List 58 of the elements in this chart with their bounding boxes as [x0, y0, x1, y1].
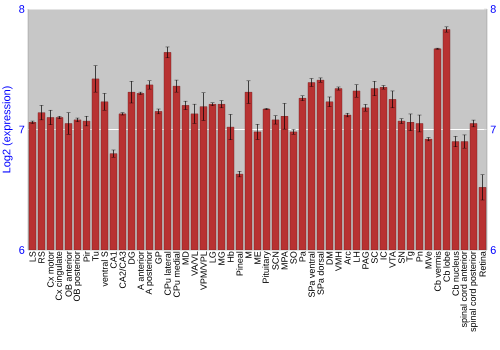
x-tick-label: ventral S [101, 252, 108, 287]
y2-tick-label: 7 [490, 126, 496, 134]
x-tick-label: Pn [416, 252, 423, 262]
x-tick-label: A posterior [145, 251, 154, 295]
x-tick-label: Pir [83, 251, 90, 262]
x-tick-label: MG [218, 252, 225, 265]
y-tick-label: 6 [19, 246, 24, 254]
x-tick-label: A anterior [137, 251, 144, 290]
x-tick-label: VA/VL [191, 251, 198, 276]
x-tick-label: Cx cingulate [55, 252, 64, 300]
x-tick-label: Cb lobe [443, 252, 450, 282]
x-tick-label: ME [254, 252, 261, 264]
x-tick-label: CPu medial [173, 252, 180, 298]
x-tick-label: MPA [281, 251, 288, 270]
x-tick-label: LH [353, 252, 360, 262]
x-tick-label: DG [128, 252, 135, 264]
x-tick-label: Cx motor [47, 251, 54, 288]
x-tick-label: SCN [272, 252, 279, 270]
x-tick-label: SO [290, 252, 297, 264]
x-tick-label: VPM/VPL [200, 251, 207, 290]
x-tick-label: MVe [425, 252, 432, 268]
x-tick-label: SPa ventral [308, 252, 315, 298]
x-tick-label: CA1 [110, 252, 117, 268]
x-tick-label: DM [326, 252, 333, 264]
x-tick-label: LS [29, 252, 36, 262]
x-tick-label: VMH [335, 252, 342, 272]
y-axis-title: Log2 (expression) [2, 86, 13, 172]
x-tick-label: Retina [479, 251, 486, 276]
x-tick-label: Hb [227, 252, 234, 262]
x-tick-label: M [245, 252, 252, 258]
x-tick-label: SPa dorsal [317, 252, 324, 295]
x-tick-label: Pituitary [262, 251, 271, 283]
x-tick-label: OB anterior [65, 251, 72, 297]
x-tick-label: VTA [389, 251, 396, 268]
x-tick-label: Arc [344, 251, 351, 265]
x-tick-label: Cb vermis [434, 252, 441, 292]
x-tick-label: MD [182, 252, 189, 264]
x-tick-label: CPu lateral [164, 252, 171, 296]
y-tick-label: 7 [19, 126, 24, 134]
x-tick-label: OB posterior [73, 251, 82, 302]
x-tick-label: IC [380, 252, 387, 260]
y-tick-label: 8 [19, 5, 24, 13]
x-tick-label: Cb nucleus [452, 252, 459, 296]
x-tick-label: SN [398, 252, 405, 264]
x-tick-label: RS [38, 252, 45, 263]
y2-tick-label: 6 [490, 246, 496, 254]
x-tick-label: CA2/CA3 [119, 252, 126, 288]
x-tick-label: spinal cord anterior [460, 251, 469, 328]
x-tick-label: Tg [406, 252, 415, 262]
x-tick-label: Pa [299, 251, 306, 262]
x-tick-label: PAG [362, 252, 369, 269]
x-tick-label: SC [371, 252, 378, 264]
x-tick-label: LG [209, 252, 216, 262]
y2-tick-label: 8 [490, 5, 496, 13]
x-tick-label: Tu [92, 252, 99, 262]
x-tick-label: Pineal [236, 252, 243, 276]
x-tick-label: GP [155, 252, 162, 264]
x-tick-label: spinal cord posterior [469, 251, 478, 332]
